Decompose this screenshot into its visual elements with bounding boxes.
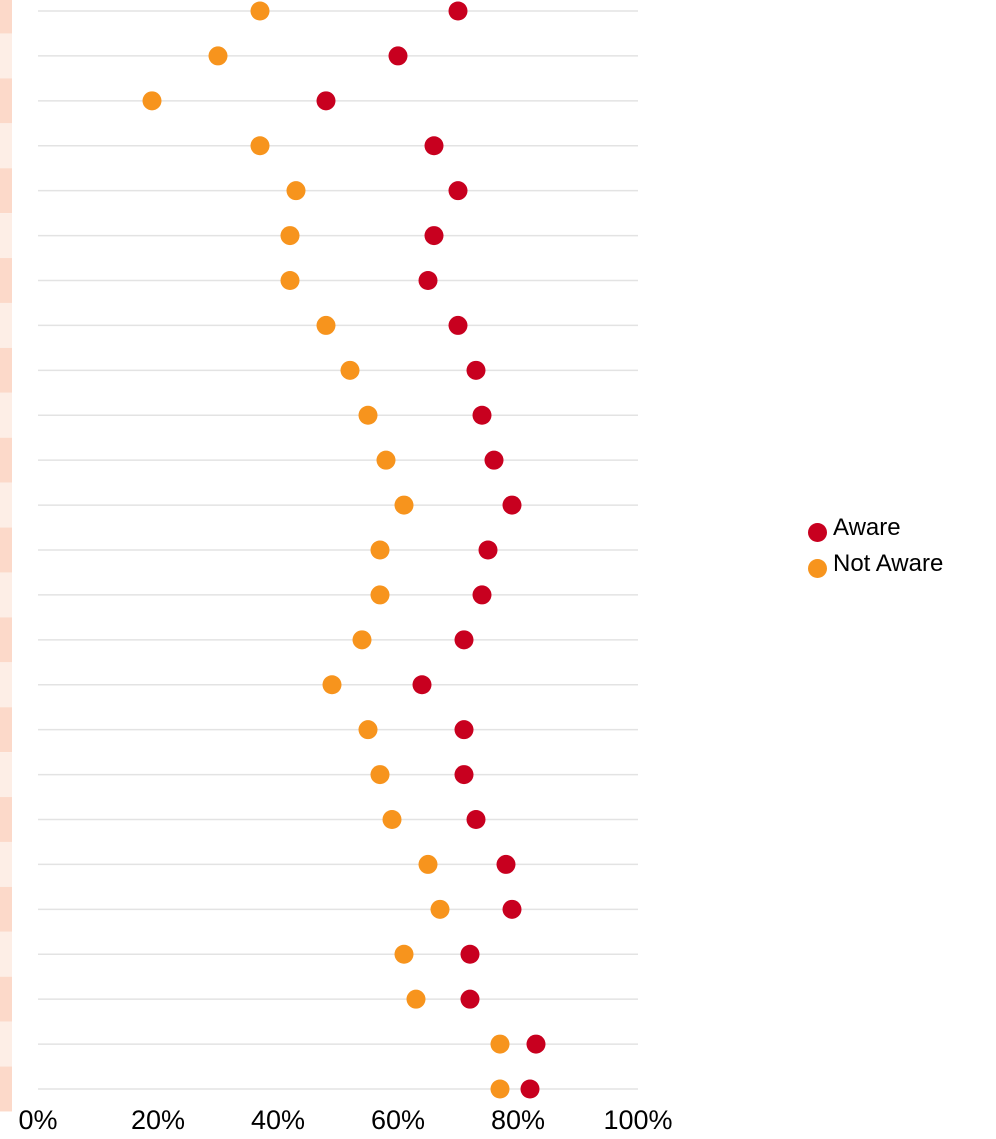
point-not-aware	[358, 720, 378, 740]
legend-swatch-aware	[808, 522, 827, 542]
row-band	[0, 258, 12, 303]
row-band	[0, 302, 12, 348]
point-not-aware	[322, 675, 342, 695]
legend-item-not-aware: Not Aware	[808, 546, 943, 582]
row-band	[0, 797, 12, 842]
x-tick-label: 100%	[603, 1105, 672, 1135]
legend-label-aware: Aware	[833, 514, 901, 541]
point-not-aware	[316, 315, 336, 335]
point-not-aware	[406, 989, 426, 1009]
point-not-aware	[286, 181, 306, 201]
row-band	[0, 841, 12, 887]
point-not-aware	[382, 810, 402, 829]
point-aware	[454, 720, 474, 740]
row-band	[0, 931, 12, 977]
point-aware	[418, 271, 438, 290]
series-aware	[316, 1, 546, 1099]
point-not-aware	[394, 944, 414, 964]
point-aware	[502, 495, 522, 515]
point-not-aware	[352, 630, 372, 650]
point-not-aware	[250, 1, 270, 21]
row-band	[0, 437, 12, 483]
point-aware	[466, 810, 486, 829]
point-not-aware	[490, 1034, 510, 1054]
point-aware	[424, 136, 444, 156]
row-band	[0, 482, 12, 528]
row-band	[0, 123, 12, 169]
point-not-aware	[142, 91, 162, 111]
row-band	[0, 527, 12, 573]
x-axis-tick-labels: 0% 20% 40% 60% 80% 100%	[18, 1105, 672, 1135]
point-aware	[412, 675, 432, 695]
point-not-aware	[250, 136, 270, 156]
point-aware	[454, 630, 474, 650]
point-not-aware	[280, 226, 300, 246]
legend-item-aware: Aware	[808, 510, 943, 546]
point-not-aware	[208, 46, 228, 66]
point-aware	[388, 46, 408, 66]
point-not-aware	[370, 585, 390, 605]
point-aware	[448, 181, 468, 201]
point-not-aware	[280, 271, 300, 290]
x-tick-label: 0%	[18, 1105, 57, 1135]
point-aware	[316, 91, 336, 111]
x-tick-label: 20%	[131, 1105, 185, 1135]
row-band	[0, 347, 12, 393]
row-band	[0, 168, 12, 214]
row-band	[0, 752, 12, 798]
point-aware	[448, 315, 468, 335]
row-band	[0, 1066, 12, 1112]
point-aware	[502, 899, 522, 919]
row-band	[0, 976, 12, 1022]
point-aware	[424, 226, 444, 246]
row-band	[0, 1021, 12, 1067]
row-band	[0, 33, 12, 79]
series-not-aware	[142, 1, 510, 1099]
gridlines	[38, 10, 638, 1090]
row-band	[0, 213, 12, 259]
row-band	[0, 572, 12, 618]
point-aware	[466, 360, 486, 380]
point-not-aware	[418, 854, 438, 874]
x-tick-label: 40%	[251, 1105, 305, 1135]
row-band	[0, 78, 12, 124]
row-band	[0, 707, 12, 753]
point-aware	[472, 405, 492, 425]
row-band-strip	[0, 0, 12, 1112]
point-aware	[478, 540, 498, 560]
point-aware	[496, 854, 516, 874]
row-band	[0, 0, 12, 34]
point-not-aware	[340, 360, 360, 380]
point-aware	[472, 585, 492, 605]
x-tick-label: 80%	[491, 1105, 545, 1135]
point-aware	[484, 450, 504, 470]
point-aware	[460, 944, 480, 964]
point-not-aware	[358, 405, 378, 425]
point-not-aware	[370, 765, 390, 785]
row-band	[0, 617, 12, 663]
point-not-aware	[376, 450, 396, 470]
row-band	[0, 662, 12, 708]
point-not-aware	[490, 1079, 510, 1099]
point-aware	[520, 1079, 540, 1099]
legend-label-not-aware: Not Aware	[833, 550, 944, 577]
point-not-aware	[394, 495, 414, 515]
row-band	[0, 392, 12, 438]
point-not-aware	[370, 540, 390, 560]
row-band	[0, 886, 12, 932]
legend-swatch-not-aware	[808, 558, 827, 578]
point-not-aware	[430, 899, 450, 919]
point-aware	[454, 765, 474, 785]
point-aware	[460, 989, 480, 1009]
legend: Aware Not Aware	[808, 510, 943, 582]
x-tick-label: 60%	[371, 1105, 425, 1135]
point-aware	[448, 1, 468, 21]
point-aware	[526, 1034, 546, 1054]
